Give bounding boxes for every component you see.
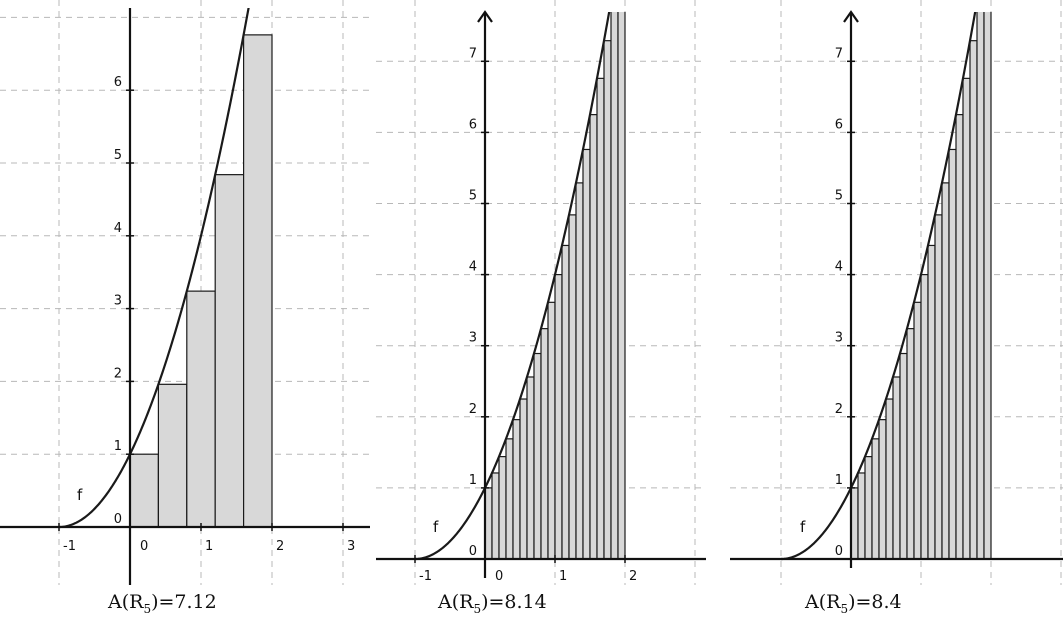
x-tick-label: 0 — [140, 539, 148, 554]
riemann-rectangle — [491, 472, 500, 560]
riemann-rectangle — [913, 301, 922, 560]
area-caption-3: A(R5)=8.4 — [805, 591, 902, 616]
y-tick-label: 4 — [114, 221, 122, 236]
riemann-rectangle — [582, 148, 591, 560]
riemann-rectangle — [969, 40, 978, 560]
y-tick-label: 7 — [835, 46, 843, 61]
riemann-rectangles — [850, 12, 992, 560]
function-label: f — [433, 518, 439, 536]
riemann-rectangle — [547, 301, 556, 560]
riemann-chart-2: -1 0 1 2 0 1 2 3 4 5 6 7 f — [376, 0, 706, 585]
x-tick-label: -1 — [63, 539, 76, 554]
x-tick-label: -1 — [419, 569, 432, 584]
riemann-rectangles — [129, 34, 273, 528]
function-label: f — [800, 518, 806, 536]
riemann-rectangle — [603, 40, 612, 560]
riemann-rectangle — [129, 453, 159, 528]
riemann-rectangle — [512, 419, 521, 560]
area-caption-1: A(R5)=7.12 — [108, 591, 217, 616]
y-tick-label: 5 — [835, 189, 843, 204]
riemann-rectangle — [596, 77, 605, 560]
riemann-rectangle — [885, 398, 894, 560]
riemann-rectangle — [878, 419, 887, 560]
y-tick-label: 4 — [835, 260, 843, 275]
riemann-rectangle — [948, 148, 957, 560]
x-tick-label: 1 — [205, 539, 213, 554]
y-tick-label: 6 — [469, 117, 477, 132]
function-label: f — [77, 486, 83, 504]
y-tick-label: 1 — [114, 439, 122, 454]
riemann-chart-3: 0 1 2 3 4 5 6 7 f — [730, 0, 1063, 585]
x-tick-label: 3 — [347, 539, 355, 554]
x-tick-label: 2 — [276, 539, 284, 554]
y-tick-label: 5 — [114, 148, 122, 163]
function-curve — [780, 12, 977, 561]
y-tick-label: 3 — [114, 294, 122, 309]
riemann-rectangle — [617, 12, 626, 560]
riemann-rectangle — [561, 244, 570, 560]
riemann-rectangle — [927, 244, 936, 560]
y-tick-label: 3 — [469, 331, 477, 346]
riemann-rectangle — [526, 376, 535, 560]
riemann-rectangle — [864, 456, 873, 560]
x-tick-label: 1 — [559, 569, 567, 584]
riemann-rectangle — [243, 34, 273, 528]
riemann-rectangle — [214, 174, 245, 528]
riemann-rectangle — [962, 77, 971, 560]
riemann-rectangle — [906, 328, 915, 560]
y-tick-label: 1 — [835, 473, 843, 488]
y-tick-label: 1 — [469, 473, 477, 488]
riemann-rectangle — [983, 12, 992, 560]
riemann-rectangle — [505, 438, 514, 560]
riemann-rectangle — [941, 182, 950, 560]
riemann-rectangle — [554, 274, 563, 560]
x-tick-label: 0 — [495, 569, 503, 584]
riemann-rectangle — [157, 383, 188, 528]
riemann-rectangle — [186, 290, 216, 528]
y-tick-label: 0 — [114, 512, 122, 527]
y-tick-label: 6 — [835, 117, 843, 132]
y-axis-arrow — [843, 10, 859, 23]
function-curve — [414, 12, 611, 561]
riemann-rectangle — [589, 114, 598, 560]
riemann-rectangles — [484, 12, 626, 560]
y-tick-label: 2 — [835, 402, 843, 417]
riemann-chart-1: -1 0 1 2 3 0 1 2 3 4 5 6 f — [0, 0, 370, 585]
function-curve — [58, 8, 250, 529]
riemann-rectangle — [610, 12, 619, 560]
y-tick-label: 7 — [469, 46, 477, 61]
riemann-rectangle — [519, 398, 528, 560]
y-tick-label: 3 — [835, 331, 843, 346]
riemann-rectangle — [568, 214, 577, 560]
y-tick-label: 0 — [469, 544, 477, 559]
riemann-rectangle — [934, 214, 943, 560]
y-tick-label: 5 — [469, 189, 477, 204]
riemann-rectangle — [540, 328, 549, 560]
y-tick-label: 6 — [114, 75, 122, 90]
riemann-rectangle — [899, 352, 908, 560]
riemann-rectangle — [498, 456, 507, 560]
x-tick-label: 2 — [629, 569, 637, 584]
y-tick-label: 0 — [835, 544, 843, 559]
riemann-rectangle — [955, 114, 964, 560]
y-tick-label: 2 — [114, 366, 122, 381]
riemann-rectangle — [920, 274, 929, 560]
riemann-rectangle — [575, 182, 584, 560]
riemann-rectangle — [871, 438, 880, 560]
riemann-rectangle — [533, 352, 542, 560]
riemann-rectangle — [857, 472, 866, 560]
y-axis-arrow — [477, 10, 493, 23]
riemann-rectangle — [892, 376, 901, 560]
y-tick-label: 2 — [469, 402, 477, 417]
area-caption-2: A(R5)=8.14 — [438, 591, 547, 616]
riemann-rectangle — [976, 12, 985, 560]
y-tick-label: 4 — [469, 260, 477, 275]
